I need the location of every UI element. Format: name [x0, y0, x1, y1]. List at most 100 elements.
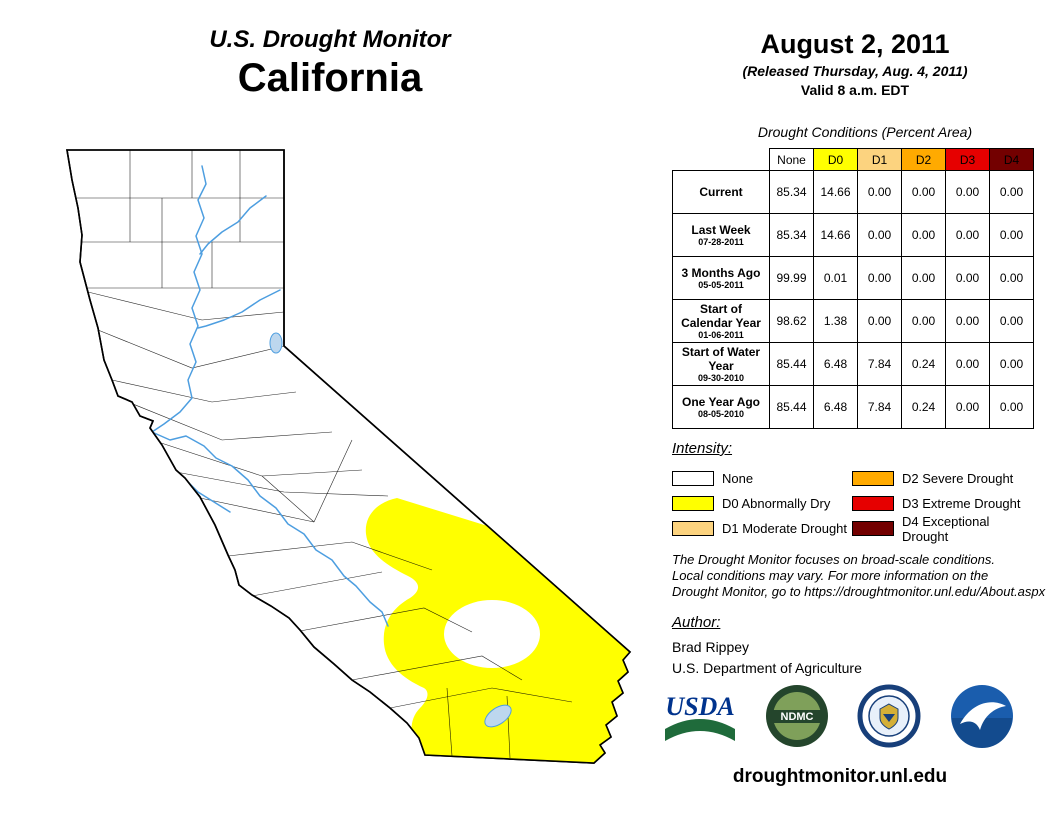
row-label: One Year Ago 08-05-2010 — [672, 385, 770, 429]
report-title: U.S. Drought Monitor — [209, 26, 451, 53]
rivers — [151, 165, 389, 627]
author-name: Brad Rippey — [672, 639, 750, 655]
value-cell: 85.44 — [769, 385, 814, 429]
col-header-d4: D4 — [989, 148, 1034, 171]
value-cell: 0.00 — [857, 299, 902, 343]
value-cell: 0.00 — [857, 170, 902, 214]
value-cell: 98.62 — [769, 299, 814, 343]
value-cell: 0.00 — [945, 299, 990, 343]
value-cell: 85.34 — [769, 170, 814, 214]
value-cell: 0.00 — [989, 385, 1034, 429]
usda-field-shape — [665, 719, 735, 741]
lake-tahoe — [269, 332, 283, 354]
table-header-row: None D0 D1 D2 D3 D4 — [673, 148, 1034, 171]
legend-item-d2: D2 Severe Drought — [852, 466, 1038, 491]
value-cell: 0.00 — [945, 170, 990, 214]
noaa-lower-half — [951, 718, 1012, 748]
footer-url: droughtmonitor.unl.edu — [732, 766, 948, 787]
usda-logo-text: USDA — [665, 692, 734, 721]
value-cell: 99.99 — [769, 256, 814, 300]
legend-item-d3: D3 Extreme Drought — [852, 491, 1038, 516]
value-cell: 14.66 — [813, 213, 858, 257]
noaa-seagull — [959, 702, 1006, 730]
american-river — [197, 289, 281, 329]
row-sublabel: 07-28-2011 — [698, 237, 744, 247]
commerce-seal — [857, 684, 921, 748]
row-label: Last Week 07-28-2011 — [672, 213, 770, 257]
legend-label: D2 Severe Drought — [902, 471, 1014, 486]
drought-conditions-table: None D0 D1 D2 D3 D4 Current 85.34 14.66 … — [672, 148, 1034, 429]
value-cell: 0.00 — [857, 256, 902, 300]
value-cell: 85.34 — [769, 213, 814, 257]
intensity-legend: Intensity: None D0 Abnormally Dry D1 Mod… — [672, 440, 1038, 544]
value-cell: 0.24 — [901, 342, 946, 386]
value-cell: 0.00 — [989, 213, 1034, 257]
disclaimer: The Drought Monitor focuses on broad-sca… — [672, 552, 1045, 600]
table-row: Start of Water Year 09-30-2010 85.44 6.4… — [672, 342, 1034, 386]
row-sublabel: 08-05-2010 — [697, 409, 745, 419]
row-sublabel: 05-05-2011 — [698, 280, 744, 290]
value-cell: 0.24 — [901, 385, 946, 429]
disclaimer-line: The Drought Monitor focuses on broad-sca… — [672, 552, 996, 567]
commerce-chevron — [883, 714, 896, 722]
map-date: August 2, 2011 — [760, 29, 950, 59]
d0-swatch — [672, 496, 714, 511]
value-cell: 0.00 — [989, 256, 1034, 300]
value-cell: 0.00 — [901, 299, 946, 343]
value-cell: 0.00 — [901, 213, 946, 257]
date-block: August 2, 2011 (Released Thursday, Aug. … — [700, 28, 1010, 98]
d0-region-gap — [444, 600, 540, 668]
row-label: Start of Calendar Year 01-06-2011 — [672, 299, 770, 343]
legend-grid: None D0 Abnormally Dry D1 Moderate Droug… — [672, 466, 1038, 544]
legend-title: Intensity: — [672, 440, 733, 457]
value-cell: 0.00 — [901, 170, 946, 214]
author-heading: Author: — [672, 614, 721, 631]
value-cell: 0.00 — [945, 385, 990, 429]
disclaimer-line: Local conditions may vary. For more info… — [672, 568, 989, 583]
d2-swatch — [852, 471, 894, 486]
col-header-none: None — [769, 148, 814, 171]
col-header-d0: D0 — [813, 148, 858, 171]
ndmc-logo: NDMC — [765, 685, 828, 747]
value-cell: 85.44 — [769, 342, 814, 386]
table-row: Start of Calendar Year 01-06-2011 98.62 … — [672, 299, 1034, 343]
value-cell: 7.84 — [857, 385, 902, 429]
noaa-logo — [950, 685, 1013, 748]
table-title: Drought Conditions (Percent Area) — [757, 124, 973, 140]
value-cell: 0.00 — [945, 256, 990, 300]
d1-swatch — [672, 521, 714, 536]
row-label: Current — [672, 170, 770, 214]
legend-label: D0 Abnormally Dry — [722, 496, 831, 511]
value-cell: 0.00 — [945, 213, 990, 257]
author-organization: U.S. Department of Agriculture — [672, 660, 862, 676]
legend-label: D3 Extreme Drought — [902, 496, 1021, 511]
legend-label: D4 Exceptional Drought — [902, 513, 990, 544]
legend-label: D1 Moderate Drought — [722, 521, 848, 536]
col-header-d2: D2 — [901, 148, 946, 171]
table-row: One Year Ago 08-05-2010 85.44 6.48 7.84 … — [672, 385, 1034, 429]
value-cell: 0.00 — [901, 256, 946, 300]
feather-river — [199, 195, 267, 255]
table-row: Last Week 07-28-2011 85.34 14.66 0.00 0.… — [672, 213, 1034, 257]
legend-item-d0: D0 Abnormally Dry — [672, 491, 852, 516]
salton-sea — [484, 704, 512, 728]
legend-item-d4: D4 Exceptional Drought — [852, 513, 1038, 544]
value-cell: 0.00 — [989, 170, 1034, 214]
county-boundaries — [67, 150, 573, 759]
row-sublabel: 01-06-2011 — [698, 330, 744, 340]
california-drought-map — [66, 149, 632, 764]
col-header-d3: D3 — [945, 148, 990, 171]
row-sublabel: 09-30-2010 — [697, 373, 745, 383]
state-name: California — [237, 55, 423, 100]
agency-logos: USDA NDMC — [664, 684, 1014, 748]
author-block: Author: Brad Rippey U.S. Department of A… — [672, 614, 862, 676]
row-label-text: 3 Months Ago — [681, 266, 761, 280]
d4-swatch — [852, 521, 894, 536]
legend-label: None — [722, 471, 754, 486]
row-label-text: Current — [699, 185, 743, 199]
row-label-text: One Year Ago — [681, 395, 761, 409]
row-label-text: Start of Calendar Year — [681, 302, 761, 330]
valid-time: Valid 8 a.m. EDT — [800, 82, 910, 99]
ndmc-band — [768, 710, 825, 723]
